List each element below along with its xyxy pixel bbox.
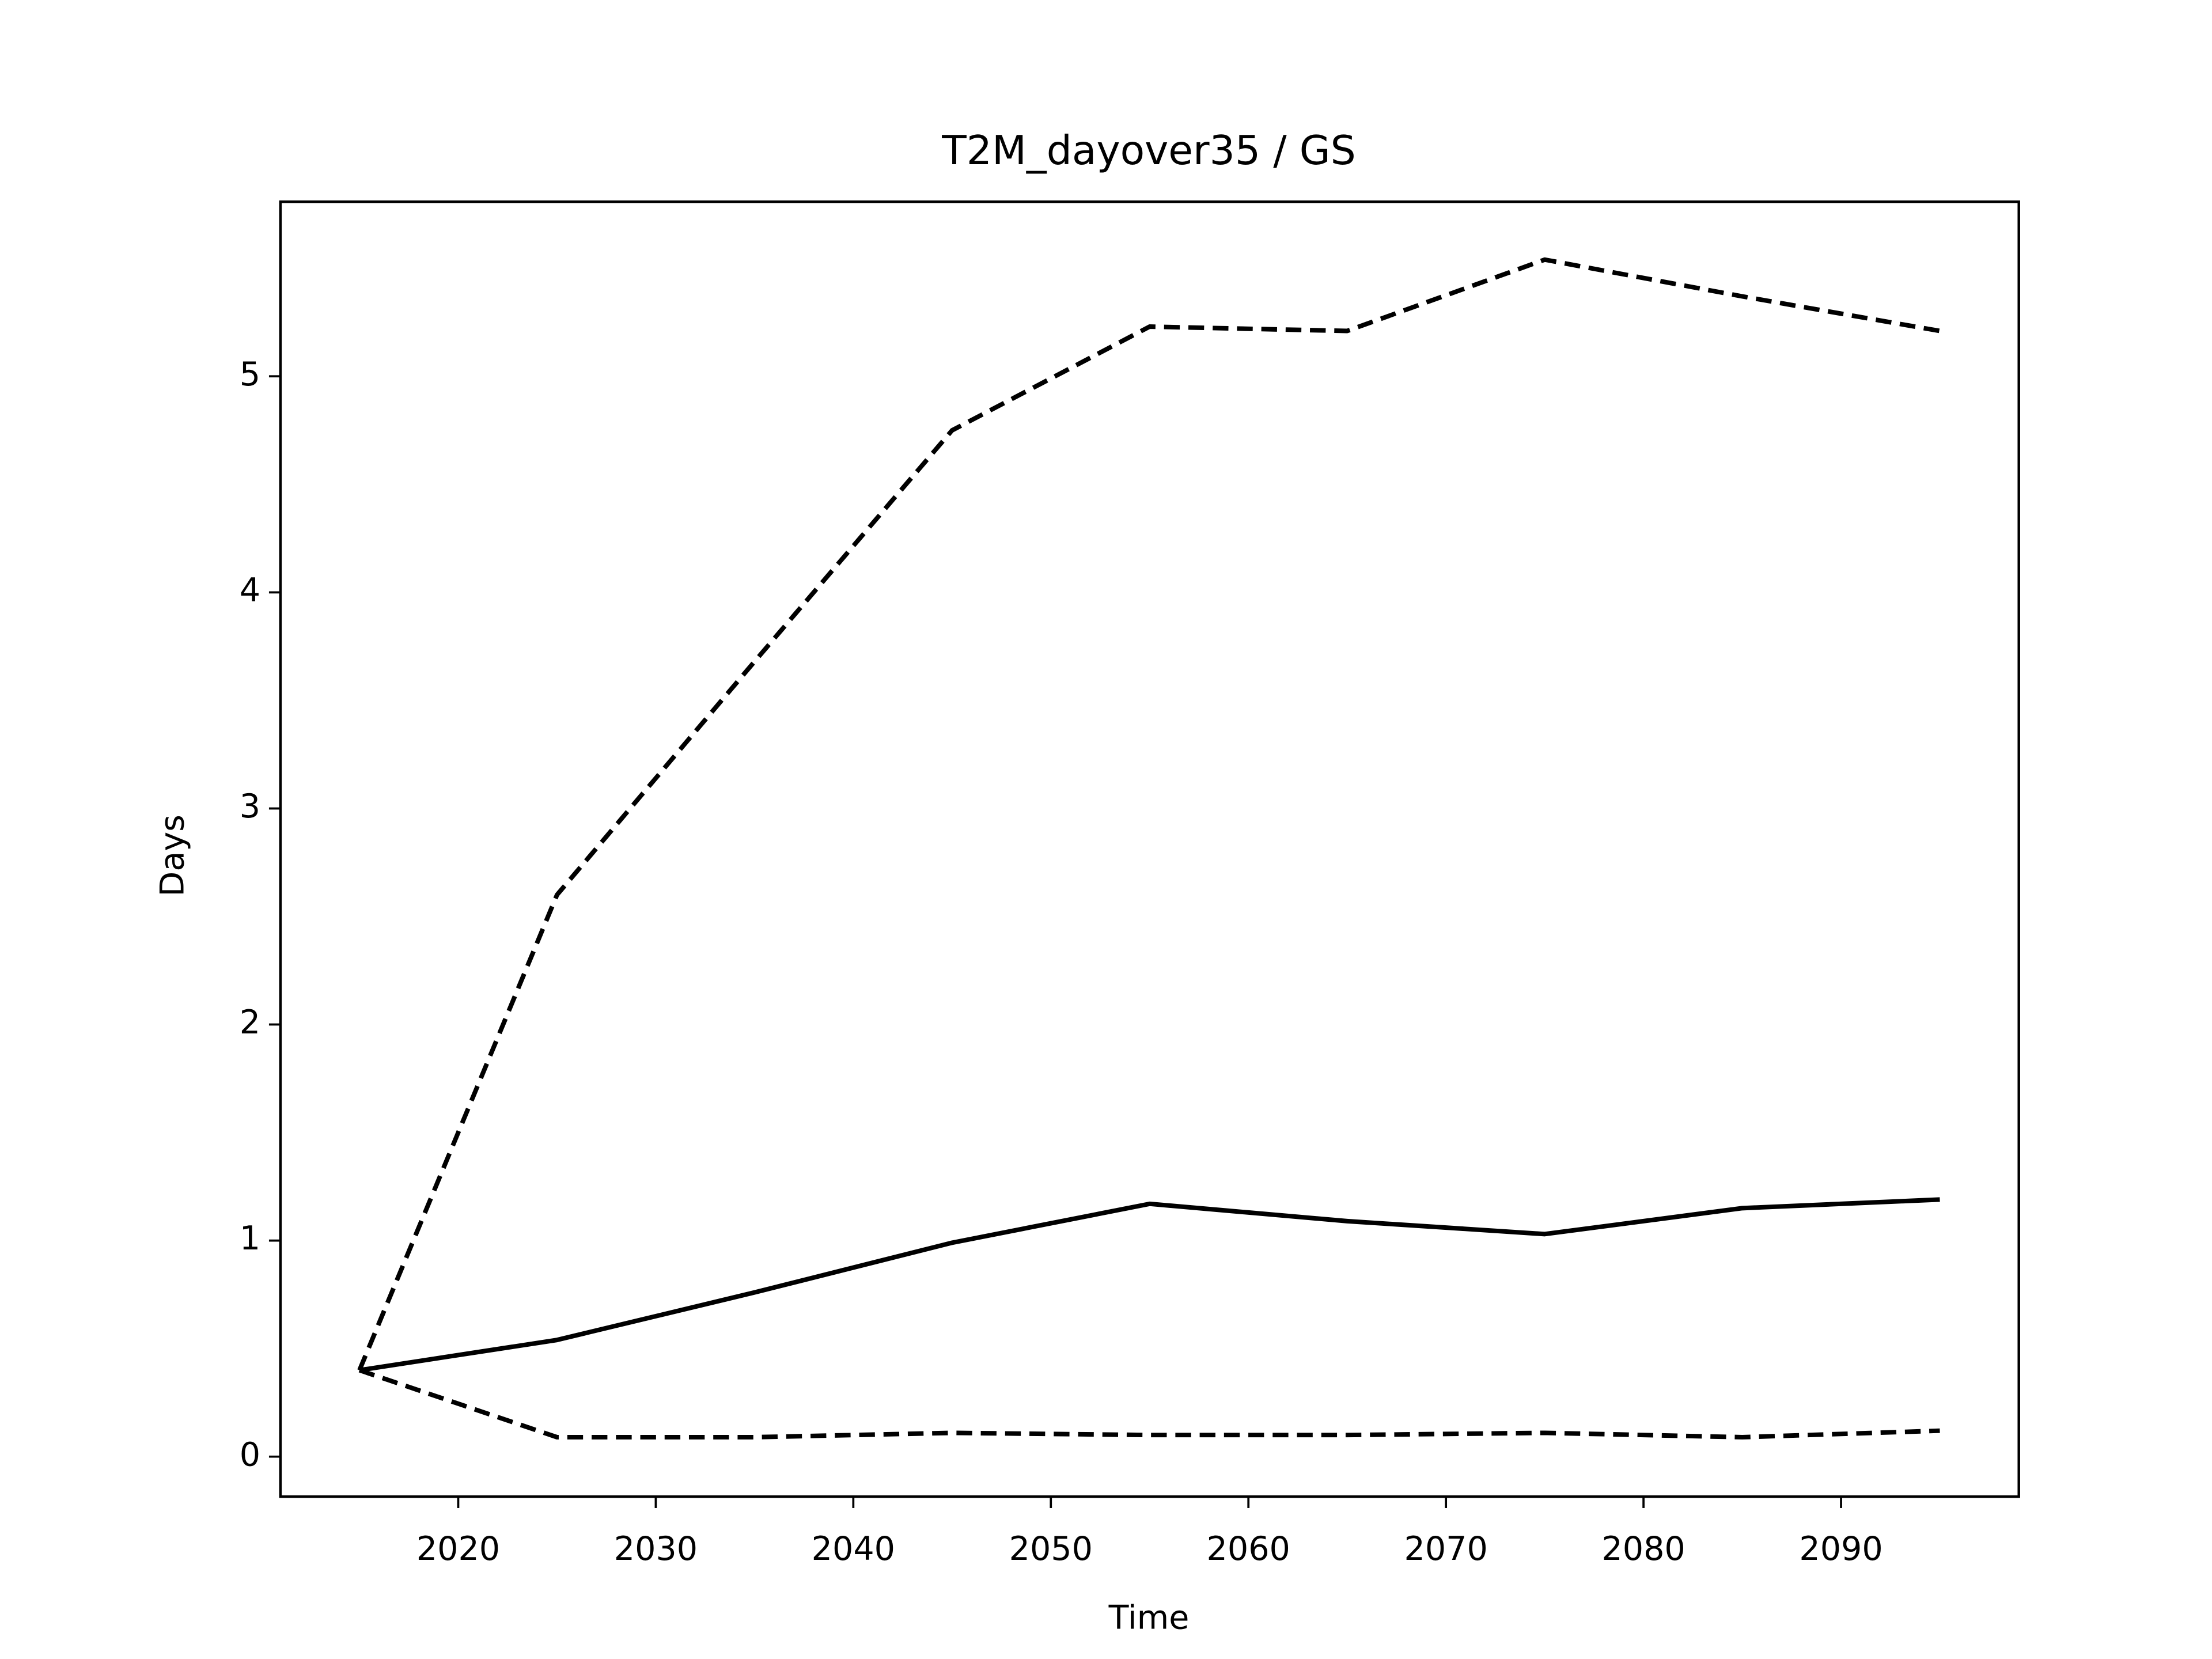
y-tick-label: 4 bbox=[240, 571, 260, 609]
series-line bbox=[359, 1197, 1940, 1373]
y-axis-label: Days bbox=[154, 815, 192, 897]
x-tick-label: 2030 bbox=[614, 1530, 698, 1568]
y-tick-label: 1 bbox=[240, 1219, 260, 1257]
y-tick-label: 2 bbox=[240, 1003, 260, 1041]
chart-title: T2M_dayover35 / GS bbox=[941, 127, 1356, 174]
x-axis-label: Time bbox=[1108, 1599, 1190, 1637]
x-tick-label: 2070 bbox=[1404, 1530, 1487, 1568]
x-tick-label: 2080 bbox=[1601, 1530, 1685, 1568]
x-tick-label: 2050 bbox=[1009, 1530, 1093, 1568]
x-tick-label: 2060 bbox=[1207, 1530, 1290, 1568]
plot-frame bbox=[279, 200, 2020, 1498]
y-tick-label: 3 bbox=[240, 787, 260, 825]
x-tick-label: 2090 bbox=[1799, 1530, 1883, 1568]
y-tick-label: 0 bbox=[240, 1435, 260, 1474]
y-tick-label: 5 bbox=[240, 355, 260, 393]
series-line bbox=[358, 1368, 1940, 1440]
x-tick-label: 2020 bbox=[416, 1530, 500, 1568]
x-tick-label: 2040 bbox=[812, 1530, 895, 1568]
series-line bbox=[357, 257, 1941, 1372]
